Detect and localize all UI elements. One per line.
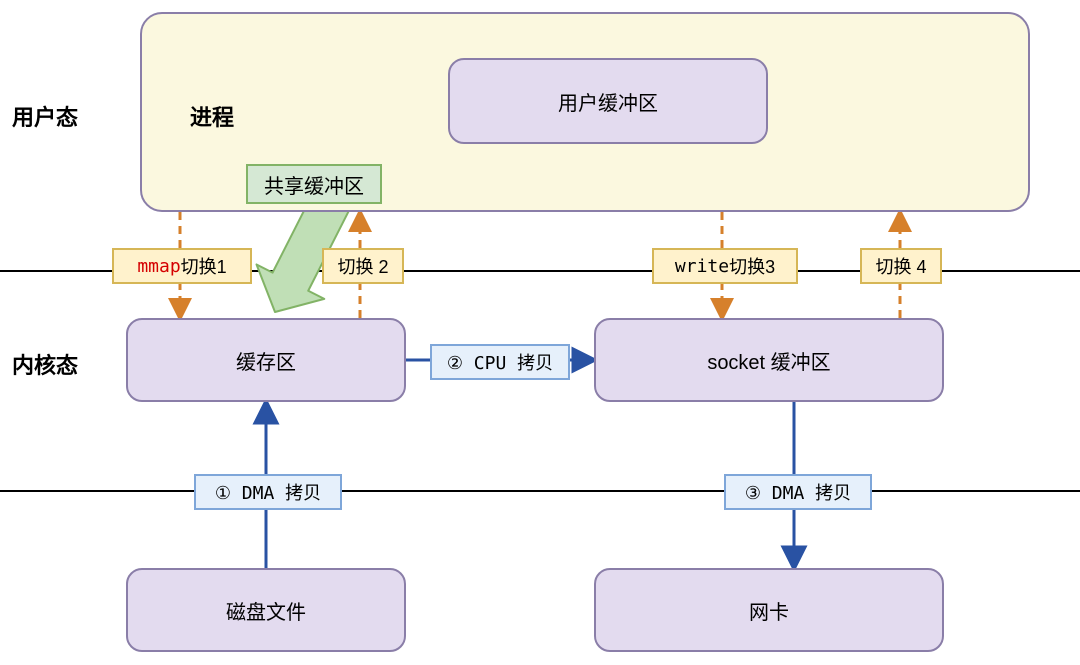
mmap-text: mmap (137, 256, 180, 277)
zone-label-user: 用户态 (12, 100, 78, 132)
node-user-buffer: 用户缓冲区 (448, 58, 768, 144)
label-dma-copy-3: ③ DMA 拷贝 (724, 474, 872, 510)
process-label: 进程 (190, 100, 234, 132)
node-disk-file: 磁盘文件 (126, 568, 406, 652)
node-cache: 缓存区 (126, 318, 406, 402)
node-nic: 网卡 (594, 568, 944, 652)
label-write-switch3: write 切换3 (652, 248, 798, 284)
label-switch2: 切换 2 (322, 248, 404, 284)
write-text: write (675, 256, 729, 277)
label-cpu-copy: ② CPU 拷贝 (430, 344, 570, 380)
label-dma-copy-1: ① DMA 拷贝 (194, 474, 342, 510)
label-mmap-switch1: mmap 切换1 (112, 248, 252, 284)
shared-buffer-label: 共享缓冲区 (246, 164, 382, 204)
zone-label-kernel: 内核态 (12, 348, 78, 380)
switch3-text: 切换3 (729, 253, 775, 279)
label-switch4: 切换 4 (860, 248, 942, 284)
switch1-text: 切换1 (181, 253, 227, 279)
node-socket-buffer: socket 缓冲区 (594, 318, 944, 402)
